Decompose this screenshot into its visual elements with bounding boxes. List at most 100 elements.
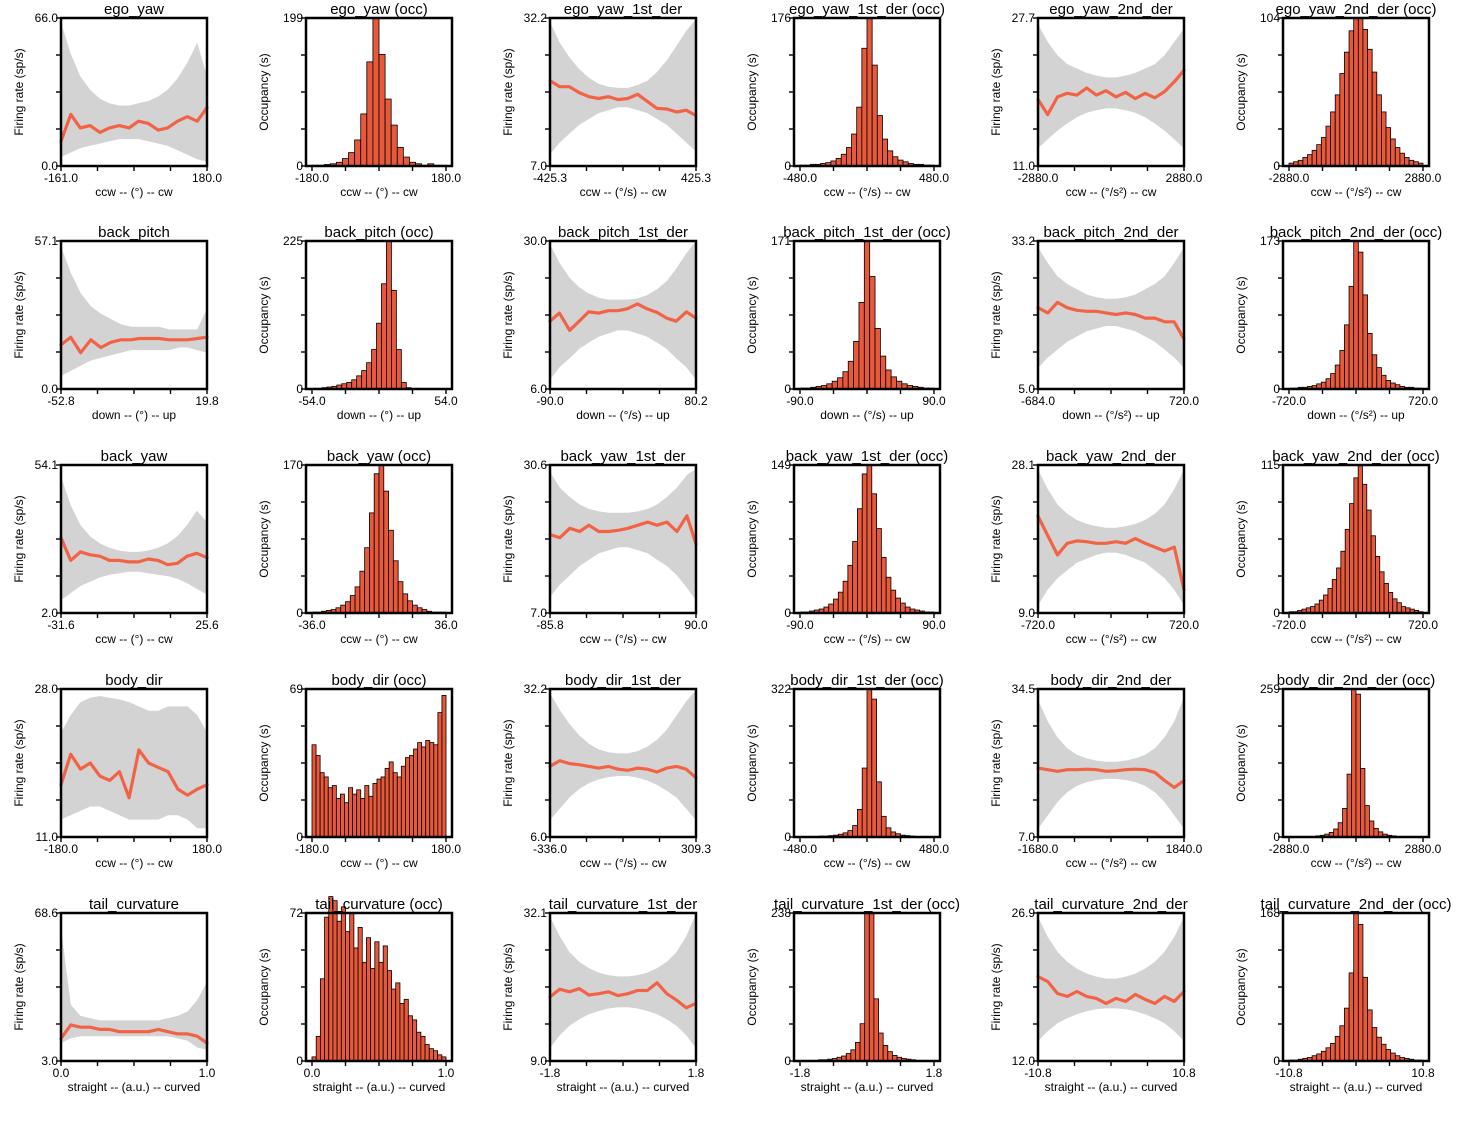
- y-axis-label: Firing rate (sp/s): [12, 719, 26, 806]
- histogram-bar: [356, 375, 363, 390]
- histogram-bar: [336, 920, 342, 1062]
- histogram-bar: [1327, 588, 1333, 614]
- histogram-bar: [1385, 1049, 1392, 1062]
- subplot-title: back_pitch: [98, 224, 170, 241]
- histogram-bar: [372, 17, 380, 167]
- histogram-bar: [403, 998, 409, 1062]
- tuning-curve-line: [59, 106, 209, 143]
- histogram-bar: [828, 603, 834, 614]
- histogram-bar: [332, 900, 338, 1062]
- tuning-curve-line: [548, 79, 698, 118]
- histogram-bar: [441, 695, 447, 838]
- histogram-bar: [861, 47, 868, 167]
- histogram-bar: [1349, 503, 1355, 614]
- histogram-bar: [351, 379, 358, 390]
- x-tick-label: -10.8: [1275, 1066, 1303, 1080]
- histogram-bar: [373, 473, 380, 614]
- histogram-bar: [1369, 820, 1375, 838]
- histogram-bar: [315, 755, 321, 838]
- subplot-title: body_dir_1st_der: [565, 672, 681, 689]
- subplot-17: back_yaw_2nd_der (occ)115 0-720.0 720.0 ccw…: [1234, 448, 1440, 646]
- histogram-bar: [852, 541, 858, 614]
- tuning-curve-line: [1036, 68, 1186, 117]
- histogram-bar: [376, 322, 382, 390]
- x-tick-label: -90.0: [536, 394, 564, 408]
- y-tick-label: 225: [283, 234, 303, 248]
- y-tick-label: 149: [771, 458, 791, 472]
- histogram-bar: [1362, 294, 1368, 390]
- y-tick-label: 199: [283, 11, 303, 25]
- x-tick-label: -1.8: [540, 1066, 561, 1080]
- histogram-bar: [353, 947, 359, 1062]
- x-tick-label: 0.0: [304, 1066, 321, 1080]
- histogram-bar: [861, 767, 868, 838]
- histogram-bar: [1375, 555, 1381, 614]
- histogram-bar: [871, 64, 878, 167]
- histogram-bar: [1355, 693, 1361, 838]
- y-axis-label: Firing rate (sp/s): [989, 271, 1003, 358]
- histogram-bar: [1370, 535, 1376, 614]
- y-axis-label: Occupancy (s): [257, 276, 271, 353]
- histogram-bar: [837, 377, 844, 390]
- histogram-bar: [1399, 152, 1405, 167]
- histogram-bar: [1362, 976, 1368, 1062]
- subplot-title: back_yaw_1st_der: [560, 448, 685, 465]
- histogram-bar: [890, 589, 897, 614]
- x-axis-label: ccw -- (°/s²) -- cw: [1066, 632, 1157, 646]
- histogram-bar: [1367, 48, 1373, 167]
- histogram-bar: [352, 793, 358, 838]
- x-tick-label: -180.0: [295, 171, 329, 185]
- x-axis-label: ccw -- (°/s) -- cw: [824, 856, 911, 870]
- y-tick-label: 57.1: [35, 234, 59, 248]
- histogram-bar: [340, 793, 345, 838]
- histogram-bar: [868, 912, 875, 1062]
- histogram-bar: [1353, 477, 1359, 614]
- x-tick-label: 720.0: [1408, 618, 1438, 632]
- x-tick-label: -720.0: [1272, 394, 1306, 408]
- x-tick-label: -85.8: [536, 618, 564, 632]
- histogram-bar: [1334, 364, 1341, 390]
- histogram-bar: [412, 1019, 418, 1062]
- histogram-bar: [400, 765, 406, 838]
- subplot-title: body_dir (occ): [331, 672, 426, 689]
- x-tick-label: 25.6: [195, 618, 219, 632]
- subplot-title: back_pitch (occ): [324, 224, 433, 241]
- x-axis-label: down -- (°) -- up: [337, 408, 421, 422]
- histogram-bar: [1318, 599, 1324, 614]
- x-tick-label: -90.0: [786, 618, 814, 632]
- y-axis-label: Occupancy (s): [745, 276, 759, 353]
- x-axis-label: ccw -- (°) -- cw: [340, 856, 418, 870]
- y-tick-label: 0: [1273, 382, 1280, 396]
- x-axis-label: ccw -- (°/s) -- cw: [580, 632, 667, 646]
- y-tick-label: 0: [784, 1054, 791, 1068]
- histogram-bar: [857, 508, 863, 614]
- histogram-bar: [845, 147, 852, 167]
- histogram-bar: [360, 113, 368, 167]
- y-tick-label: 7.0: [530, 159, 547, 173]
- y-tick-label: 6.0: [530, 830, 547, 844]
- histogram-bar: [1330, 111, 1336, 167]
- x-tick-label: 309.3: [681, 842, 711, 856]
- histogram-bar: [311, 744, 317, 838]
- y-tick-label: 68.6: [35, 906, 59, 920]
- histogram-bar: [378, 54, 386, 167]
- tuning-curve-line: [548, 302, 698, 332]
- histogram-bar: [370, 968, 376, 1062]
- subplot-20: body_dir_1st_der 32.2 6.0-336.0 309.3 ccw --…: [501, 672, 711, 870]
- histogram-bar: [1379, 571, 1385, 614]
- histogram-bar: [1376, 94, 1382, 167]
- y-tick-label: 66.0: [35, 11, 59, 25]
- x-tick-label: -684.0: [1021, 394, 1055, 408]
- x-axis-label: ccw -- (°/s) -- cw: [580, 185, 667, 199]
- histogram-bar: [833, 598, 839, 614]
- histogram-bar: [324, 916, 330, 1062]
- y-tick-label: 11.0: [1013, 159, 1036, 173]
- x-tick-label: -2880.0: [1018, 171, 1059, 185]
- y-axis-label: Firing rate (sp/s): [12, 48, 26, 135]
- tuning-curve-line: [548, 981, 698, 1010]
- y-axis-label: Occupancy (s): [1234, 276, 1248, 353]
- subplot-title: ego_yaw_1st_der (occ): [789, 1, 945, 18]
- histogram-bar: [882, 138, 889, 167]
- histogram-bar: [1362, 28, 1368, 167]
